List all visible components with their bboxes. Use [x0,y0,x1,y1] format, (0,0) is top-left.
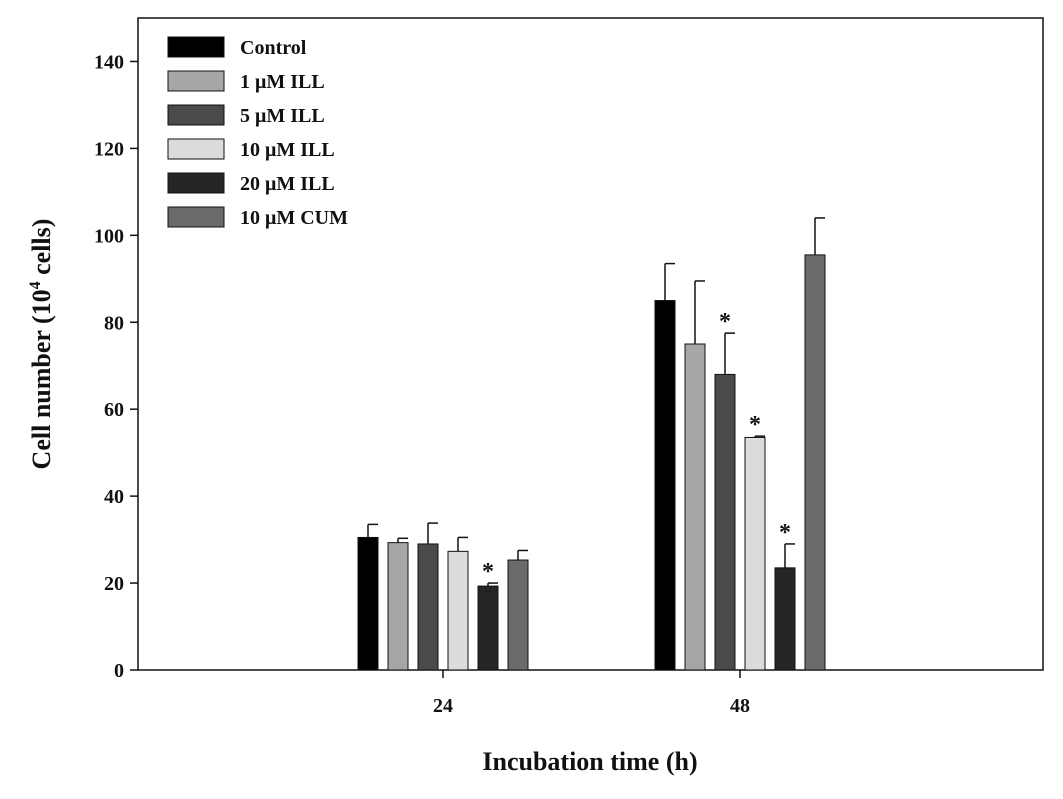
x-axis-label: Incubation time (h) [482,747,697,776]
legend-label: 10 μM ILL [240,139,335,161]
y-tick-label: 140 [94,51,124,73]
y-axis-label: Cell number (104 cells) [27,219,56,470]
bar [447,550,469,671]
y-tick-label: 80 [104,312,124,334]
legend-label: 1 μM ILL [240,71,325,93]
x-tick-label: 48 [730,695,750,717]
bar [417,543,439,671]
legend-swatch [167,206,225,228]
bar [774,567,796,671]
legend-label: 20 μM ILL [240,173,335,195]
plot-frame [137,17,1044,671]
bar [744,436,766,671]
legend-label: 10 μM CUM [240,207,348,229]
y-axis-label-tail: cells) [27,219,56,282]
legend-swatch [167,172,225,194]
significance-marker: * [482,559,494,585]
bar [477,585,499,671]
y-axis: 0 20 40 60 80 100 120 140 [94,51,138,682]
y-tick-label: 0 [114,660,124,682]
x-axis: 24 48 [433,670,750,717]
bar-groups: * * * * [357,217,826,671]
significance-marker: * [749,412,761,438]
x-tick-label: 24 [433,695,453,717]
y-tick-label: 40 [104,486,124,508]
y-axis-label-superscript: 4 [27,281,44,289]
y-tick-label: 20 [104,573,124,595]
legend-label: Control [240,37,307,59]
significance-marker: * [779,520,791,546]
y-tick-label: 60 [104,399,124,421]
legend-label: 5 μM ILL [240,105,325,127]
bar [684,343,706,671]
significance-marker: * [719,309,731,335]
y-axis-label-main: Cell number (10 [27,289,56,469]
legend-swatch [167,36,225,58]
bar [804,254,826,671]
bar [714,373,736,671]
legend-swatch [167,138,225,160]
bar [654,300,676,671]
legend: Control 1 μM ILL 5 μM ILL 10 μM ILL 20 μM IL… [167,36,348,229]
bar [387,542,409,671]
y-tick-label: 100 [94,225,124,247]
y-tick-label: 120 [94,138,124,160]
bar [357,536,379,671]
bar [507,559,529,671]
legend-swatch [167,70,225,92]
legend-swatch [167,104,225,126]
